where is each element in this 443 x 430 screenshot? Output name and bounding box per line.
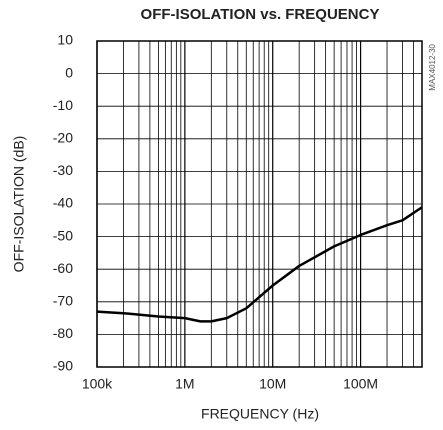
- y-tick-label: -20: [53, 130, 73, 146]
- y-tick-label: -60: [53, 260, 73, 276]
- y-axis-label: OFF-ISOLATION (dB): [11, 136, 27, 273]
- y-tick-label: -90: [53, 358, 73, 374]
- line-series: [96, 206, 423, 323]
- y-tick-label: -40: [53, 195, 73, 211]
- x-tick-label: 100M: [343, 376, 378, 392]
- y-tick-label: -10: [53, 97, 73, 113]
- plot-frame: [96, 40, 423, 368]
- x-tick-label: 10M: [259, 376, 286, 392]
- figure-id: MAX4012-30: [428, 43, 437, 90]
- y-tick-label: -30: [53, 162, 73, 178]
- chart-title: OFF-ISOLATION vs. FREQUENCY: [141, 6, 380, 23]
- x-tick-label: 1M: [175, 376, 194, 392]
- x-axis-label: FREQUENCY (Hz): [201, 406, 319, 422]
- y-tick-label: 0: [65, 64, 73, 80]
- y-tick-label: -70: [53, 293, 73, 309]
- y-tick-label: -50: [53, 227, 73, 243]
- y-tick-label: 10: [57, 32, 73, 48]
- x-tick-label: 100k: [82, 376, 113, 392]
- y-tick-label: -80: [53, 325, 73, 341]
